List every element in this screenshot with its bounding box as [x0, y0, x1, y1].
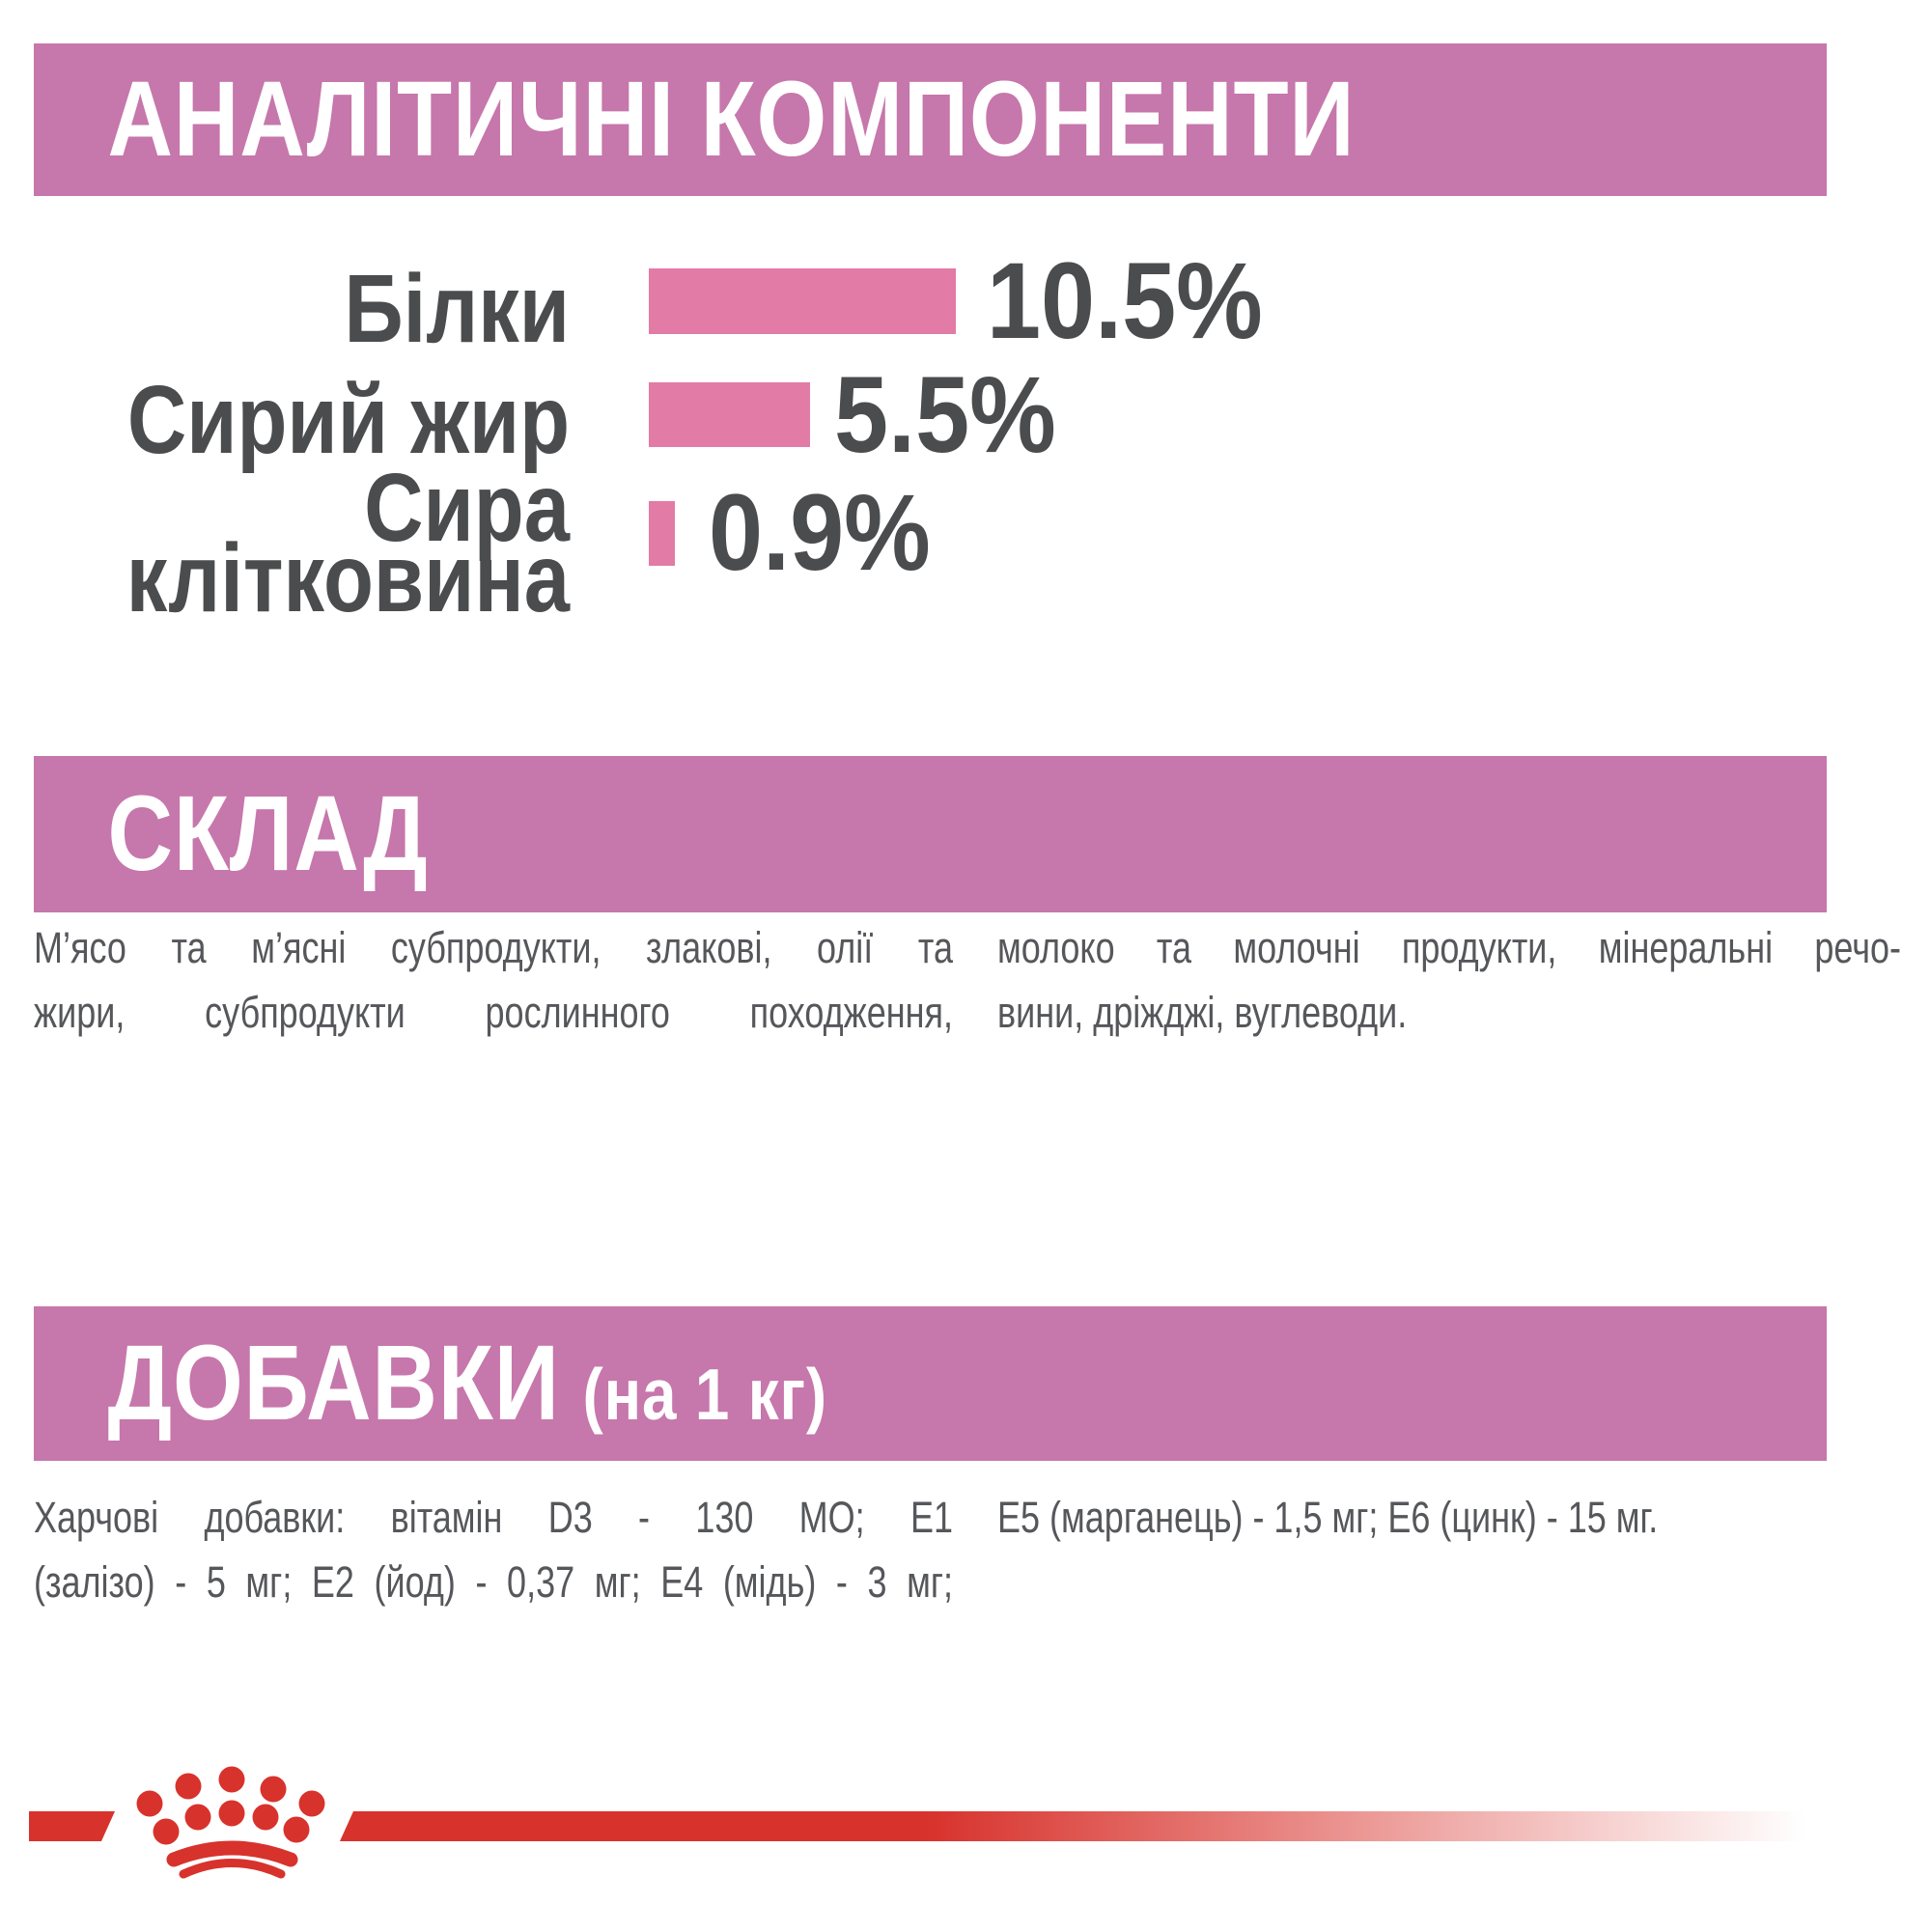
- text-line: Е5 (марганець) - 1,5 мг; Е6 (цинк) - 15 …: [997, 1493, 1659, 1542]
- composition-column-left: М’ясо та м’ясні субпродукти, злакові, ол…: [34, 915, 953, 1045]
- composition-title: СКЛАД: [107, 774, 429, 893]
- text-line: (залізо) - 5 мг; Е2 (йод) - 0,37 мг; Е4 …: [34, 1557, 953, 1607]
- banner-composition: СКЛАД: [34, 756, 1827, 912]
- additives-title: ДОБАВКИ (на 1 кг): [34, 1330, 827, 1437]
- chart-value-fibre: 0.9%: [709, 472, 931, 593]
- additives-title-main: ДОБАВКИ: [107, 1324, 560, 1442]
- chart-value-fat: 5.5%: [834, 354, 1056, 475]
- royal-canin-crown-icon: [136, 1766, 325, 1879]
- banner-additives: ДОБАВКИ (на 1 кг): [34, 1306, 1827, 1461]
- chart-label-fat: Сирий жир: [126, 366, 570, 474]
- text-line: М’ясо та м’ясні субпродукти, злакові, ол…: [34, 923, 953, 972]
- composition-column-right: молоко та молочні продукти, мінеральні р…: [997, 915, 1901, 1045]
- logo-band-strip: [29, 1766, 1805, 1879]
- chart-bar-protein: [649, 268, 956, 334]
- additives-column-right: Е5 (марганець) - 1,5 мг; Е6 (цинк) - 15 …: [997, 1485, 1901, 1550]
- chart-bar-fat: [649, 382, 810, 447]
- analytical-components-title: АНАЛІТИЧНІ КОМПОНЕНТИ: [107, 60, 1356, 179]
- chart-label-protein: Білки: [344, 255, 570, 363]
- banner-analytical-components: АНАЛІТИЧНІ КОМПОНЕНТИ: [34, 43, 1827, 196]
- chart-value-protein: 10.5%: [987, 240, 1263, 361]
- text-line: вини, дріжджі, вуглеводи.: [997, 988, 1408, 1037]
- red-band: [29, 1811, 1805, 1841]
- text-line: Харчові добавки: вітамін D3 - 130 МО; Е1: [34, 1493, 953, 1542]
- text-line: молоко та молочні продукти, мінеральні р…: [997, 923, 1901, 972]
- additives-title-suffix: (на 1 кг): [582, 1354, 827, 1435]
- additives-column-left: Харчові добавки: вітамін D3 - 130 МО; Е1…: [34, 1485, 953, 1614]
- text-line: жири, субпродукти рослинного походження,: [34, 988, 953, 1037]
- chart-bar-fibre: [649, 501, 675, 566]
- chart-label-fibre: Сира клітковина: [126, 454, 570, 632]
